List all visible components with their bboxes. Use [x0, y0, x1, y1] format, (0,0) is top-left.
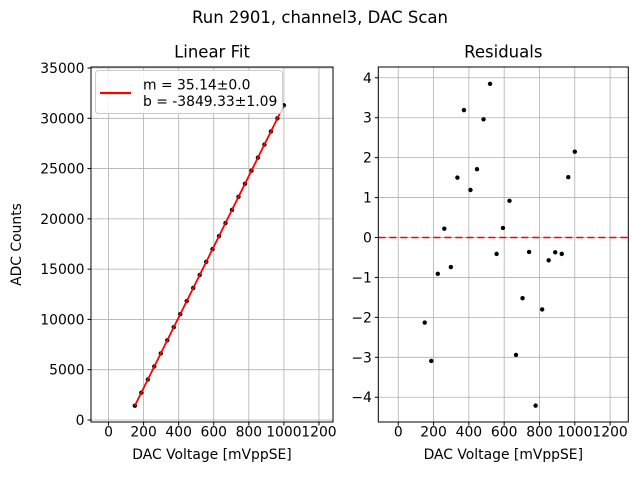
linear-fit-yaxis-label: ADC Counts	[9, 203, 25, 286]
axes-residuals: Residuals 0 200 400 600 800 1000 1200−4−3−2−10…	[351, 43, 629, 463]
x-tick-label: 1200	[592, 425, 627, 441]
x-tick-label: 200	[420, 425, 447, 441]
residuals-plot-area: 0 200 400 600 800 1000 1200 −4 −3 −2 −1 0 1 2 3 4	[351, 66, 629, 441]
x-tick-label: 1000	[266, 425, 301, 441]
data-point	[572, 149, 578, 154]
data-point	[468, 187, 473, 193]
y-tick-label: 35000	[40, 61, 84, 77]
data-point	[461, 107, 467, 113]
fit-line	[134, 104, 285, 407]
residuals-xaxis-label: DAC Voltage [mVppSE]	[424, 447, 583, 463]
data-point	[546, 258, 551, 263]
y-tick-label: −4	[351, 390, 372, 406]
y-tick-label: 0	[76, 413, 85, 429]
x-tick-label: 0	[104, 425, 113, 441]
y-tick-label: 25000	[40, 162, 84, 178]
x-tick-label: 800	[236, 425, 263, 441]
x-tick-label: 400	[165, 425, 192, 441]
data-point	[448, 264, 454, 270]
legend-slope-label: m = 35.14±0.0	[143, 78, 251, 94]
axes-spines	[90, 66, 334, 423]
data-point	[455, 175, 460, 180]
x-tick-label: 800	[526, 425, 553, 441]
data-point	[481, 117, 486, 122]
y-tick-label: 1	[363, 191, 372, 207]
y-tick-label: 4	[363, 71, 372, 87]
data-point	[513, 352, 519, 358]
data-point	[487, 81, 493, 86]
x-tick-label: 200	[130, 425, 157, 441]
y-tick-label: 20000	[40, 212, 84, 228]
y-tick-label: 15000	[40, 262, 84, 278]
data-point	[566, 175, 571, 180]
figure-title: Run 2901, channel3, DAC Scan	[192, 8, 448, 27]
data-point	[500, 225, 506, 231]
x-tick-label: 600	[200, 425, 227, 441]
y-tick-label: −3	[351, 350, 371, 366]
x-tick-label: 0	[394, 425, 403, 441]
data-point	[553, 250, 558, 255]
data-point	[442, 226, 447, 231]
x-tick-label: 1200	[301, 425, 336, 441]
y-tick-label: 30000	[40, 111, 84, 127]
data-point	[533, 403, 538, 408]
data-point	[559, 251, 564, 257]
axes-linear-fit: Linear Fit 0 200 400 600 800 1000 1200 0 5000 100…	[9, 43, 337, 464]
y-tick-label: 0	[363, 231, 372, 247]
y-tick-label: 5000	[49, 363, 84, 379]
data-point	[520, 296, 525, 301]
linear-fit-xaxis-label: DAC Voltage [mVppSE]	[132, 447, 291, 463]
x-tick-label: 1000	[557, 425, 592, 441]
axes-spines	[377, 66, 629, 423]
data-point	[429, 358, 434, 364]
legend-box	[95, 70, 283, 114]
linear-fit-title: Linear Fit	[174, 43, 250, 62]
data-point	[494, 251, 499, 257]
legend: m = 35.14±0.0 b = -3849.33±1.09	[95, 70, 283, 114]
x-tick-label: 400	[456, 425, 483, 441]
residuals-title: Residuals	[464, 43, 542, 62]
data-point	[507, 198, 512, 203]
x-tick-label: 600	[491, 425, 518, 441]
data-point	[422, 320, 427, 325]
y-tick-label: 2	[363, 151, 372, 167]
data-point	[474, 167, 480, 172]
linear-fit-plot-area: 0 200 400 600 800 1000 1200 0 5000 10000 15000 2000…	[40, 61, 336, 440]
y-tick-label: −1	[351, 270, 371, 286]
legend-intercept-label: b = -3849.33±1.09	[143, 94, 277, 110]
data-point	[539, 307, 545, 312]
data-point	[526, 249, 532, 255]
data-point	[435, 271, 440, 277]
y-tick-label: −2	[351, 310, 371, 326]
y-tick-label: 10000	[40, 312, 84, 328]
y-tick-label: 3	[363, 111, 372, 127]
